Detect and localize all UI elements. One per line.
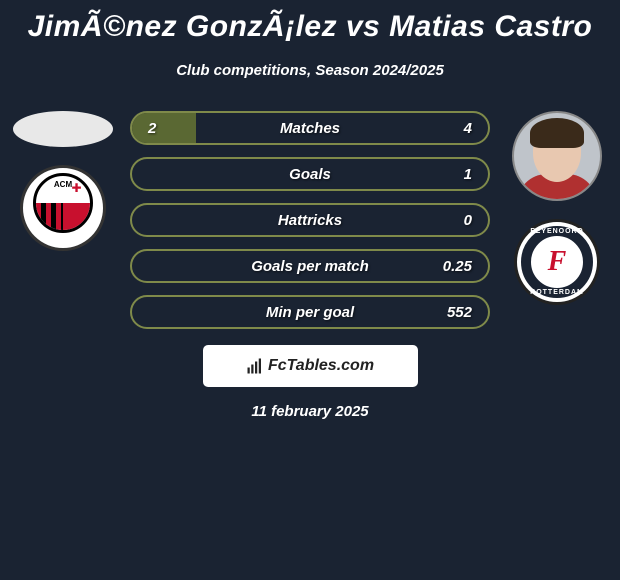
right-club-badge: FEYENOORD ROTTERDAM F [514, 219, 600, 305]
right-player-avatar [512, 111, 602, 201]
stat-label: Goals [289, 166, 331, 183]
stat-bar: Min per goal 552 [130, 295, 490, 329]
page-title: JimÃ©nez GonzÃ¡lez vs Matias Castro [8, 10, 612, 44]
left-column: ACM ✚ [8, 111, 118, 251]
stat-label: Goals per match [251, 258, 369, 275]
left-club-badge: ACM ✚ [20, 165, 106, 251]
stat-bar: Goals per match 0.25 [130, 249, 490, 283]
stat-value-right: 4 [464, 120, 472, 137]
right-column: FEYENOORD ROTTERDAM F [502, 111, 612, 305]
left-player-avatar [13, 111, 113, 147]
comparison-card: JimÃ©nez GonzÃ¡lez vs Matias Castro Club… [0, 0, 620, 430]
stat-label: Matches [280, 120, 340, 137]
watermark: FcTables.com [203, 345, 418, 387]
fey-f-icon: F [548, 246, 567, 278]
stat-bar: Hattricks 0 [130, 203, 490, 237]
fey-text-top: FEYENOORD [517, 228, 597, 235]
stats-column: 2 Matches 4 Goals 1 Hattricks 0 Goals per match… [130, 111, 490, 329]
subtitle: Club competitions, Season 2024/2025 [8, 62, 612, 79]
stat-value-right: 0 [464, 212, 472, 229]
stat-value-right: 552 [447, 304, 472, 321]
stat-value-left: 2 [148, 120, 156, 137]
stat-bar: Goals 1 [130, 157, 490, 191]
main-row: ACM ✚ 2 Matches 4 Goals 1 Hattricks 0 Goals per… [8, 111, 612, 329]
fey-text-bottom: ROTTERDAM [517, 289, 597, 296]
stat-value-right: 0.25 [443, 258, 472, 275]
stat-label: Hattricks [278, 212, 342, 229]
stat-bar: 2 Matches 4 [130, 111, 490, 145]
stat-label: Min per goal [266, 304, 354, 321]
stat-value-right: 1 [464, 166, 472, 183]
watermark-text: FcTables.com [268, 357, 374, 375]
chart-icon [246, 357, 264, 375]
date-line: 11 february 2025 [8, 403, 612, 420]
